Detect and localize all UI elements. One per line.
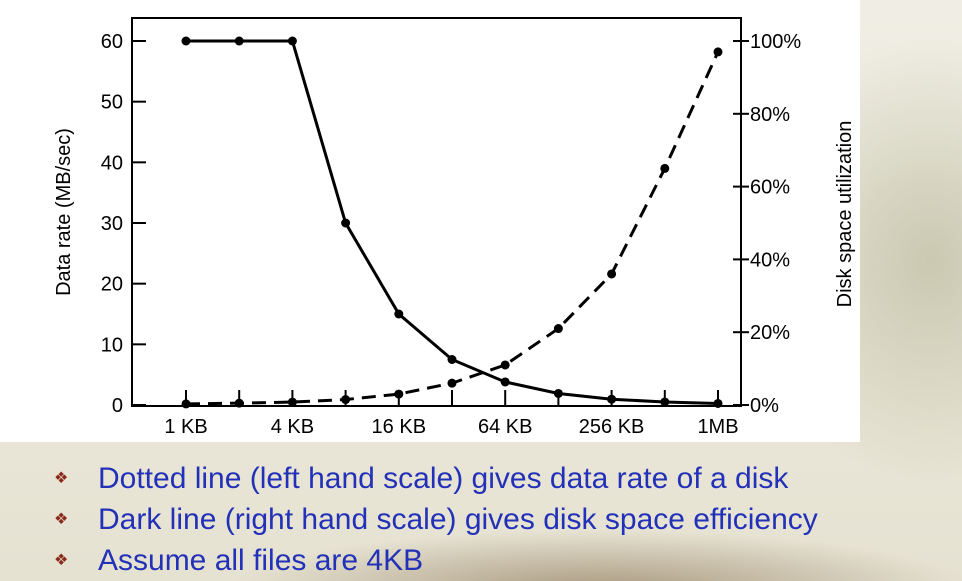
x-axis-tick-label: 4 KB <box>271 416 314 438</box>
dashed-series-point <box>607 269 617 279</box>
x-axis-tick-label: 16 KB <box>372 416 426 438</box>
left-axis-tick-label: 50 <box>101 92 123 114</box>
solid-series-point <box>713 398 723 408</box>
bullet-list: ❖ Dotted line (left hand scale) gives da… <box>52 458 818 581</box>
solid-series-point <box>394 309 404 319</box>
left-axis-title: Data rate (MB/sec) <box>53 128 75 296</box>
solid-series-point <box>660 397 670 407</box>
diamond-bullet-icon: ❖ <box>54 470 69 487</box>
left-axis-tick-label: 40 <box>101 152 123 174</box>
x-axis-tick-label: 1MB <box>697 416 738 438</box>
left-axis-tick-label: 0 <box>112 395 123 417</box>
solid-series-point <box>287 36 297 46</box>
right-axis-tick-label: 80% <box>750 104 790 126</box>
dashed-series-point <box>181 399 191 409</box>
dashed-series-point <box>234 398 244 408</box>
right-axis-title: Disk space utilization <box>834 121 856 308</box>
bullet-text: Dark line (right hand scale) gives disk … <box>98 503 818 536</box>
dashed-series-point <box>341 395 351 405</box>
solid-series-point <box>553 388 563 398</box>
dashed-series-point <box>447 378 457 388</box>
solid-series-point <box>234 36 244 46</box>
x-axis-tick-label: 1 KB <box>164 416 207 438</box>
left-axis-tick-label: 60 <box>101 31 123 53</box>
diamond-bullet-icon: ❖ <box>54 511 69 528</box>
left-axis-tick-label: 30 <box>101 213 123 235</box>
dashed-series-point <box>713 47 723 57</box>
x-axis-tick-label: 256 KB <box>579 416 645 438</box>
solid-series-point <box>341 218 351 228</box>
chart-panel <box>0 0 860 442</box>
dashed-series-point <box>394 389 404 399</box>
solid-series-point <box>607 394 617 404</box>
solid-series-line <box>186 39 719 405</box>
dashed-series-point <box>500 360 510 370</box>
right-axis-tick-label: 0% <box>750 395 779 417</box>
x-axis-tick-label: 64 KB <box>478 416 532 438</box>
dashed-series-point <box>553 324 563 334</box>
bullet-item: ❖ Dark line (right hand scale) gives dis… <box>52 499 818 540</box>
bullet-text: Dotted line (left hand scale) gives data… <box>98 462 789 495</box>
solid-series-point <box>447 355 457 364</box>
diamond-bullet-icon: ❖ <box>54 552 69 569</box>
left-axis-tick-label: 20 <box>101 274 123 296</box>
solid-series-point <box>181 36 191 46</box>
bullet-text: Assume all files are 4KB <box>98 544 424 577</box>
right-axis-tick-label: 60% <box>750 177 790 199</box>
dashed-series-point <box>660 163 670 173</box>
solid-series-point <box>500 377 510 387</box>
plot-frame <box>131 17 742 407</box>
left-axis-tick-label: 10 <box>101 334 123 356</box>
bullet-item: ❖ Assume all files are 4KB <box>52 540 818 581</box>
dashed-series-point <box>287 397 297 407</box>
dashed-series-line <box>185 51 720 406</box>
chart: 0 10 20 30 40 50 60 0% 20% 40% 60% 80% 100% 1 KB 4 KB 1… <box>53 17 856 438</box>
bullet-item: ❖ Dotted line (left hand scale) gives da… <box>52 458 818 499</box>
right-axis-tick-label: 40% <box>750 249 790 271</box>
right-axis-tick-label: 20% <box>750 322 790 344</box>
right-axis-tick-label: 100% <box>750 31 801 53</box>
